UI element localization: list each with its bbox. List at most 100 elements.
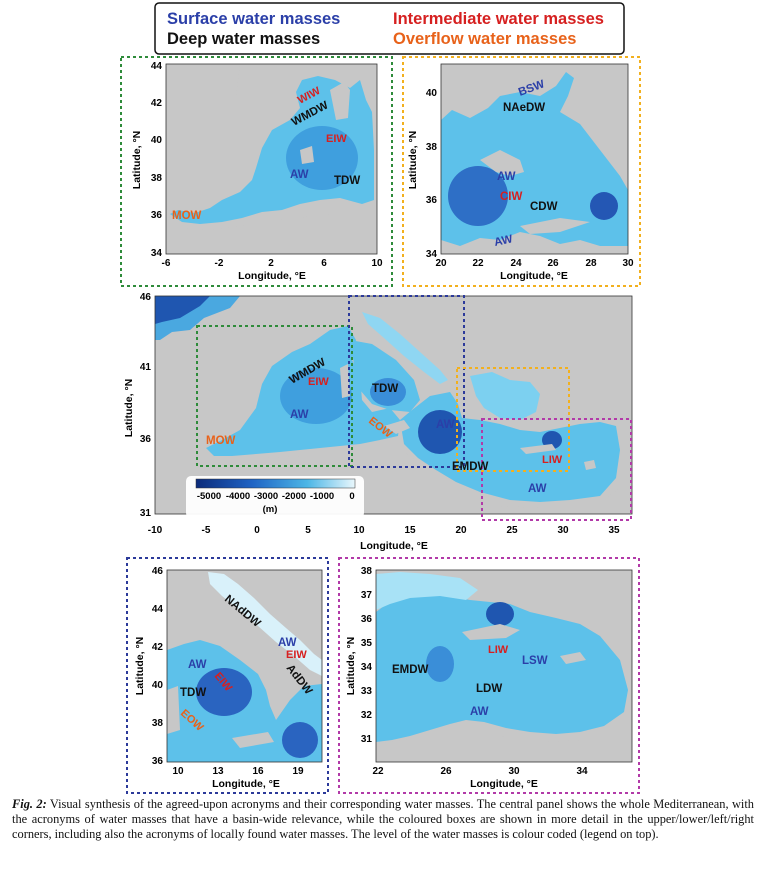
colorbar-tick-2: -3000 [254,491,278,502]
levantine-xtick-2: 30 [508,766,520,777]
levantine-xtick-0: 22 [372,766,384,777]
caption-text: Visual synthesis of the agreed-upon acro… [12,797,755,842]
colorbar-tick-5: 0 [349,491,354,502]
central-xtick-3: 5 [305,525,311,536]
figure-caption: Fig. 2: Visual synthesis of the agreed-u… [12,797,754,843]
box-levantine [481,418,632,521]
aegean-label-naedw: NAeDW [503,102,545,114]
western-panel: WIW WMDW EIW AW TDW MOW 44 42 40 38 36 3… [120,56,393,287]
levantine-label-lsw: LSW [522,655,548,667]
aegean-label-aw1: AW [497,171,516,183]
levantine-label-emdw: EMDW [392,664,429,676]
central-panel: -5000 -4000 -3000 -2000 -1000 0 (m) WMDW… [123,292,633,552]
western-xtick-3: 6 [321,258,327,269]
central-xtick-9: 35 [608,525,620,536]
aegean-xtick-0: 20 [435,258,447,269]
tyrrhenian-label-eiw1: EIW [286,649,307,661]
levantine-map-sea [376,590,628,742]
aegean-label-cdw: CDW [530,201,558,213]
levantine-ytick-5: 33 [361,686,373,697]
levantine-xtick-1: 26 [440,766,452,777]
central-xlabel: Longitude, °E [360,540,428,552]
colorbar-gradient [195,478,356,489]
levantine-label-aw: AW [470,706,489,718]
aegean-xtick-1: 22 [472,258,484,269]
aegean-ytick-2: 36 [426,195,438,206]
western-xlabel: Longitude, °E [238,270,306,282]
levantine-xtick-3: 34 [576,766,588,777]
western-label-tdw: TDW [334,175,360,187]
caption-label: Fig. 2: [12,797,47,811]
legend-box: Surface water masses Intermediate water … [154,2,625,55]
western-xtick-0: -6 [162,258,171,269]
legend-overflow: Overflow water masses [393,30,576,48]
central-xtick-1: -5 [202,525,211,536]
aegean-xtick-2: 24 [510,258,522,269]
central-label-eiw: EIW [308,376,329,388]
tyrrhenian-ytick-0: 46 [152,566,164,577]
legend-surface: Surface water masses [167,10,340,28]
aegean-xtick-5: 30 [622,258,634,269]
levantine-ytick-6: 32 [361,710,373,721]
tyrrhenian-xtick-0: 10 [172,766,184,777]
central-ytick-1: 41 [140,362,152,373]
tyrrhenian-label-tdw: TDW [180,687,206,699]
colorbar: -5000 -4000 -3000 -2000 -1000 0 (m) [186,476,364,518]
levantine-ytick-4: 34 [361,662,373,673]
levantine-label-ldw: LDW [476,683,502,695]
aegean-ylabel: Latitude, °N [407,131,419,189]
colorbar-tick-1: -4000 [226,491,250,502]
central-xtick-4: 10 [353,525,365,536]
colorbar-unit: (m) [263,504,278,515]
central-xtick-5: 15 [404,525,416,536]
western-ytick-4: 36 [151,210,163,221]
tyrrhenian-ytick-5: 36 [152,756,164,767]
aegean-xtick-4: 28 [585,258,597,269]
levantine-ytick-2: 36 [361,614,373,625]
colorbar-tick-0: -5000 [197,491,221,502]
tyrrhenian-panel: NAdDW AW EIW AW EIW AdDW TDW EOW 46 44 4… [126,557,329,794]
central-label-aw1: AW [290,409,309,421]
tyrrhenian-ytick-3: 40 [152,680,164,691]
tyrrhenian-ytick-1: 44 [152,604,164,615]
aegean-ytick-1: 38 [426,142,438,153]
central-ylabel: Latitude, °N [123,379,135,437]
western-ytick-2: 40 [151,135,163,146]
tyrrhenian-ytick-4: 38 [152,718,164,729]
tyrrhenian-label-aw2: AW [188,659,207,671]
central-ytick-2: 36 [140,434,152,445]
aegean-label-ciw: CIW [500,191,523,203]
box-western [196,325,353,467]
tyrrhenian-xtick-2: 16 [252,766,264,777]
central-xtick-2: 0 [254,525,260,536]
western-xtick-4: 10 [371,258,383,269]
tyrrhenian-ytick-2: 42 [152,642,164,653]
levantine-xlabel: Longitude, °E [470,778,538,790]
central-xtick-8: 30 [557,525,569,536]
western-label-eiw: EIW [326,133,347,145]
western-ytick-3: 38 [151,173,163,184]
central-xtick-6: 20 [455,525,467,536]
western-ytick-5: 34 [151,248,163,259]
aegean-xlabel: Longitude, °E [500,270,568,282]
central-label-emdw: EMDW [452,461,489,473]
central-label-liw: LIW [542,454,563,466]
tyrrhenian-label-aw1: AW [278,637,297,649]
tyrrhenian-xlabel: Longitude, °E [212,778,280,790]
tyrrhenian-xtick-1: 13 [212,766,224,777]
western-ytick-1: 42 [151,98,163,109]
figure: Surface water masses Intermediate water … [120,2,641,794]
colorbar-tick-3: -2000 [282,491,306,502]
box-tyrrhenian [348,295,465,468]
tyrrhenian-ylabel: Latitude, °N [134,637,146,695]
central-label-aw2: AW [436,419,455,431]
western-ytick-0: 44 [151,61,163,72]
western-ylabel: Latitude, °N [131,131,143,189]
legend-intermediate: Intermediate water masses [393,10,604,28]
aegean-xtick-3: 26 [547,258,559,269]
aegean-label-aw2: AW [493,233,514,249]
levantine-ytick-1: 37 [361,590,373,601]
legend-deep: Deep water masses [167,30,320,48]
central-xtick-7: 25 [506,525,518,536]
western-label-mow: MOW [172,210,202,222]
